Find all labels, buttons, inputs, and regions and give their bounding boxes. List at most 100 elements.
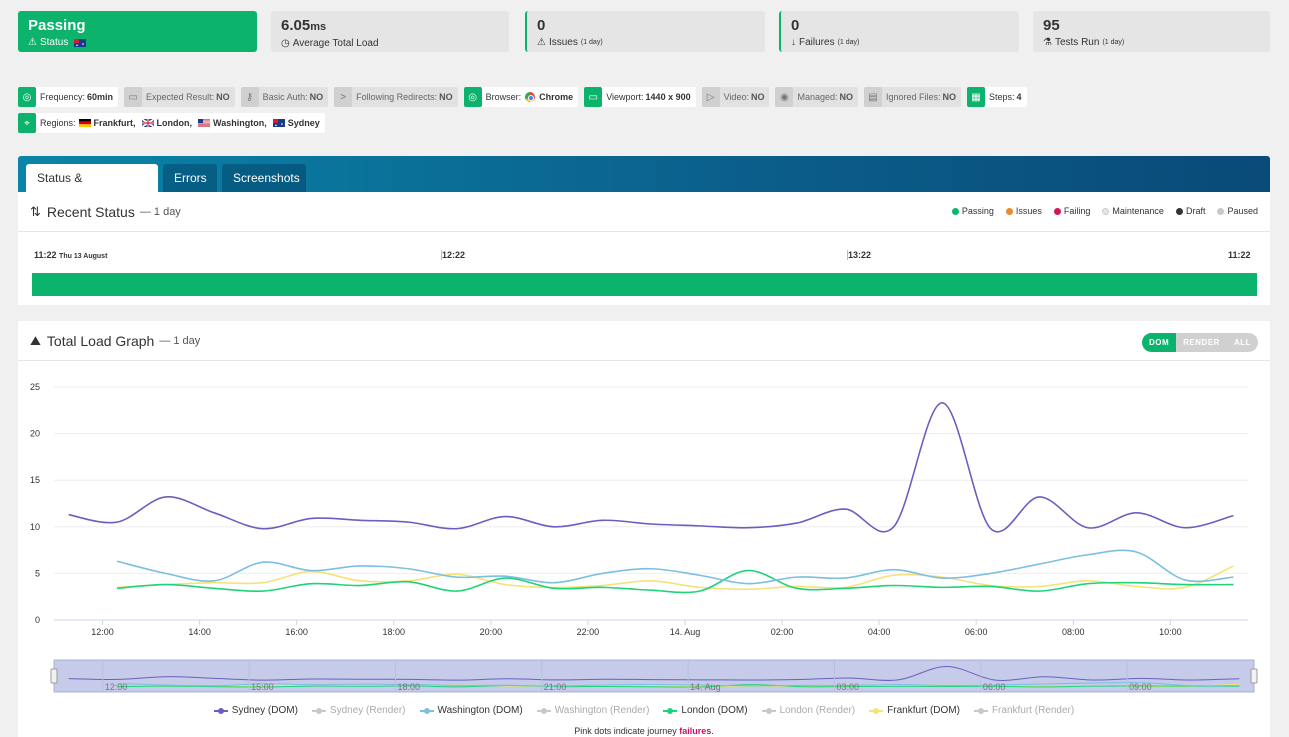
document-icon: ▭ bbox=[124, 87, 143, 107]
issues-period: (1 day) bbox=[580, 39, 603, 46]
tab-errors[interactable]: Errors bbox=[163, 164, 217, 192]
status-legend: Passing Issues Failing Maintenance Draft… bbox=[951, 206, 1258, 216]
navigator-label: 15:00 bbox=[251, 682, 274, 692]
panel-title: Total Load Graph bbox=[46, 332, 155, 349]
germany-flag-icon bbox=[78, 119, 91, 127]
series-line-sydney bbox=[68, 402, 1234, 533]
navigator-label: 12:00 bbox=[105, 682, 128, 692]
legend-item[interactable]: London (DOM) bbox=[663, 705, 748, 716]
tests-label: Tests Run bbox=[1054, 37, 1100, 48]
status-card: Passing ⚠ Status bbox=[18, 11, 257, 52]
legend-label: Frankfurt (Render) bbox=[991, 705, 1075, 716]
tests-value: 95 bbox=[1043, 17, 1060, 34]
chevron-right-icon: > bbox=[334, 87, 353, 107]
sort-arrows-icon: ⇅ bbox=[30, 203, 41, 219]
toggle-dom[interactable]: DOM bbox=[1141, 333, 1177, 352]
chrome-icon bbox=[525, 92, 536, 102]
toggle-all[interactable]: ALL bbox=[1226, 333, 1258, 352]
warning-icon: ⚠ bbox=[28, 37, 37, 48]
legend-label: Frankfurt (DOM) bbox=[887, 705, 960, 716]
x-tick-label: 22:00 bbox=[577, 627, 600, 637]
legend-item[interactable]: London (Render) bbox=[761, 705, 856, 716]
tick-label: 12:22 bbox=[441, 250, 466, 260]
x-tick-label: 02:00 bbox=[771, 627, 794, 637]
x-tick-label: 04:00 bbox=[868, 627, 891, 637]
issues-value: 0 bbox=[537, 17, 546, 34]
load-value: 6.05 bbox=[281, 17, 311, 34]
legend-item[interactable]: Washington (Render) bbox=[536, 705, 650, 716]
tick-label: 11:22 bbox=[1228, 250, 1251, 260]
legend-passing: Passing bbox=[951, 206, 994, 216]
legend-item[interactable]: Sydney (Render) bbox=[311, 705, 406, 716]
legend-marker bbox=[419, 707, 434, 714]
failures-note: Pink dots indicate journey failures. bbox=[574, 726, 714, 736]
tab-status-performance[interactable]: Status & Performance bbox=[26, 164, 158, 213]
legend-label: Washington (DOM) bbox=[437, 705, 523, 716]
series-line-washington bbox=[116, 549, 1234, 585]
y-tick-label: 10 bbox=[30, 522, 40, 532]
legend-label: Washington (Render) bbox=[554, 705, 650, 716]
failures-period: (1 day) bbox=[837, 39, 860, 46]
x-tick-label: 12:00 bbox=[91, 627, 114, 637]
navigator-series-london bbox=[117, 684, 1240, 688]
legend-maintenance: Maintenance bbox=[1102, 206, 1164, 216]
x-tick-label: 16:00 bbox=[285, 627, 308, 637]
toggle-render[interactable]: RENDER bbox=[1176, 333, 1227, 352]
tag-basic-auth: ⚷ Basic Auth: NO bbox=[240, 87, 329, 107]
navigator-series-sydney bbox=[68, 666, 1240, 681]
tag-frequency: ◎ Frequency: 60min bbox=[18, 87, 119, 107]
warning-icon: ⚠ bbox=[537, 37, 546, 48]
failures-value: 0 bbox=[791, 17, 800, 34]
x-tick-label: 20:00 bbox=[480, 627, 503, 637]
legend-marker bbox=[761, 707, 776, 714]
legend-item[interactable]: Washington (DOM) bbox=[419, 705, 523, 716]
x-tick-label: 08:00 bbox=[1062, 627, 1085, 637]
gear-icon: ◉ bbox=[775, 87, 794, 107]
tick-label: 11:22 Thu 13 August bbox=[34, 250, 108, 260]
chart-icon: ⛰ bbox=[30, 332, 41, 348]
load-label: Average Total Load bbox=[292, 38, 379, 49]
location-pin-icon: ⌖ bbox=[18, 113, 36, 133]
legend-marker bbox=[869, 707, 884, 714]
clock-icon: ◷ bbox=[281, 38, 290, 49]
load-unit: ms bbox=[310, 21, 327, 33]
legend-label: London (Render) bbox=[779, 705, 856, 716]
list-icon: ▦ bbox=[967, 87, 986, 107]
legend-marker bbox=[311, 707, 326, 714]
tick-label: 13:22 bbox=[847, 250, 872, 260]
x-tick-label: 14. Aug bbox=[670, 627, 701, 637]
legend-issues: Issues bbox=[1005, 206, 1042, 216]
tag-steps: ▦ Steps: 4 bbox=[967, 87, 1027, 107]
tag-redirects: > Following Redirects: NO bbox=[334, 87, 458, 107]
series-line-london bbox=[117, 569, 1234, 594]
legend-paused: Paused bbox=[1217, 206, 1258, 216]
navigator-label: 14. Aug bbox=[690, 682, 721, 692]
legend-marker bbox=[213, 707, 228, 714]
status-value: Passing bbox=[28, 17, 86, 34]
legend-marker bbox=[973, 707, 988, 714]
runner-icon: ⚗ bbox=[1043, 37, 1052, 48]
tag-expected-result: ▭ Expected Result: NO bbox=[124, 87, 235, 107]
issues-card: 0 ⚠ Issues (1 day) bbox=[525, 11, 765, 52]
australia-flag-icon bbox=[74, 39, 87, 47]
tests-card: 95 ⚗ Tests Run (1 day) bbox=[1033, 11, 1270, 52]
uk-flag-icon bbox=[141, 119, 154, 127]
tab-bar: Status & Performance Errors Screenshots bbox=[18, 156, 1270, 213]
tab-screenshots[interactable]: Screenshots bbox=[222, 164, 306, 192]
legend-item[interactable]: Frankfurt (DOM) bbox=[869, 705, 960, 716]
tag-viewport: ▭ Viewport: 1440 x 900 bbox=[584, 87, 696, 107]
legend-item[interactable]: Frankfurt (Render) bbox=[973, 705, 1075, 716]
status-bar-passing[interactable] bbox=[32, 273, 1257, 296]
navigator-label: 06:00 bbox=[983, 682, 1006, 692]
recent-status-panel: ⇅ Recent Status — 1 day Passing Issues F… bbox=[18, 192, 1270, 305]
failures-card: 0 ↓ Failures (1 day) bbox=[779, 11, 1019, 52]
navigator-label: 18:00 bbox=[397, 682, 420, 692]
y-tick-label: 25 bbox=[30, 382, 40, 392]
y-tick-label: 15 bbox=[30, 475, 40, 485]
y-tick-label: 5 bbox=[35, 568, 40, 578]
legend-label: Sydney (Render) bbox=[329, 705, 406, 716]
legend-item[interactable]: Sydney (DOM) bbox=[213, 705, 298, 716]
load-chart[interactable]: 0 5 10 15 20 25 12:00 14:00 16:00 18:00 20:00 22:00… bbox=[18, 361, 1270, 737]
legend-marker bbox=[663, 707, 678, 714]
navigator-series-washington bbox=[117, 681, 1240, 687]
